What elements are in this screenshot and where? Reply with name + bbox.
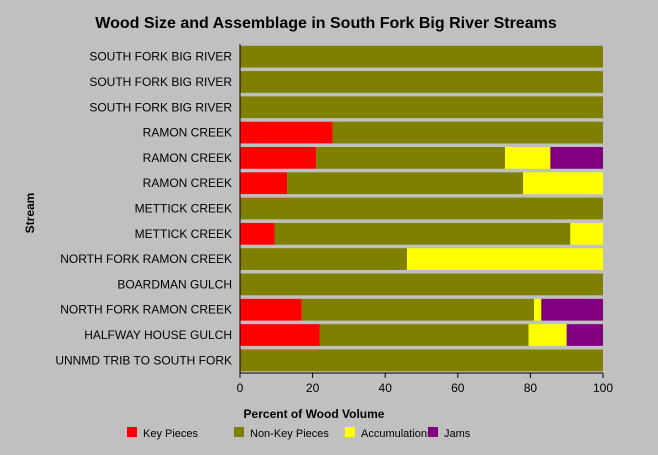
category-label: UNNMD TRIB TO SOUTH FORK	[55, 353, 232, 367]
category-label: HALFWAY HOUSE GULCH	[84, 328, 232, 342]
x-tick-label: 60	[451, 381, 465, 395]
category-label: RAMON CREEK	[143, 151, 232, 165]
category-label: NORTH FORK RAMON CREEK	[60, 252, 232, 266]
bar-non-key-pieces-11	[319, 324, 529, 346]
bar-accumulations-5	[523, 172, 603, 195]
x-tick-label: 20	[306, 381, 320, 395]
bar-key-pieces-5	[240, 172, 288, 195]
legend-swatch-key-pieces	[127, 427, 137, 437]
bar-accumulations-8	[406, 248, 603, 270]
bar-accumulations-11	[528, 324, 567, 346]
legend: Key Pieces Non-Key Pieces Accumulations Jam…	[127, 427, 471, 440]
category-label: SOUTH FORK BIG RIVER	[89, 100, 232, 114]
bar-accumulations-4	[504, 147, 551, 169]
legend-label-accumulations: Accumulations	[361, 428, 433, 440]
bar-key-pieces-11	[240, 324, 320, 346]
category-label: NORTH FORK RAMON CREEK	[60, 303, 232, 317]
legend-swatch-accumulations	[345, 427, 355, 437]
category-label: METTICK CREEK	[135, 227, 232, 241]
bar-non-key-pieces-3	[332, 121, 603, 144]
legend-label-key-pieces: Key Pieces	[143, 428, 199, 440]
x-tick-label: 40	[379, 381, 393, 395]
x-tick-label: 80	[524, 381, 538, 395]
bar-non-key-pieces-0	[240, 45, 603, 68]
bar-key-pieces-3	[240, 121, 333, 144]
bar-non-key-pieces-7	[274, 222, 571, 245]
x-axis-title: Percent of Wood Volume	[244, 407, 385, 421]
y-axis-title: Stream	[23, 193, 37, 234]
bar-non-key-pieces-2	[240, 96, 603, 119]
legend-swatch-non-key-pieces	[234, 427, 244, 437]
bar-non-key-pieces-5	[287, 172, 524, 195]
bar-jams-4	[550, 147, 603, 169]
category-label: RAMON CREEK	[143, 176, 232, 190]
category-label: SOUTH FORK BIG RIVER	[89, 50, 232, 64]
category-label: RAMON CREEK	[143, 126, 232, 140]
category-label: SOUTH FORK BIG RIVER	[89, 75, 232, 89]
category-label: METTICK CREEK	[135, 202, 232, 216]
bar-non-key-pieces-9	[240, 273, 603, 296]
bar-non-key-pieces-6	[240, 197, 603, 220]
legend-label-non-key-pieces: Non-Key Pieces	[250, 428, 329, 440]
bar-non-key-pieces-8	[240, 248, 407, 270]
x-tick-label: 100	[593, 381, 613, 395]
category-label: BOARDMAN GULCH	[117, 277, 232, 291]
bar-jams-11	[566, 324, 603, 346]
chart-title: Wood Size and Assemblage in South Fork B…	[95, 15, 557, 32]
legend-label-jams: Jams	[444, 428, 471, 440]
bar-accumulations-7	[570, 222, 603, 245]
bar-key-pieces-4	[240, 147, 317, 169]
bar-non-key-pieces-1	[240, 71, 603, 93]
bar-key-pieces-10	[240, 298, 302, 321]
bar-jams-10	[541, 298, 603, 321]
bar-accumulations-10	[534, 298, 542, 321]
bar-non-key-pieces-4	[316, 147, 505, 169]
bar-non-key-pieces-12	[240, 349, 603, 372]
bar-key-pieces-7	[240, 222, 275, 245]
x-tick-label: 0	[237, 381, 244, 395]
legend-swatch-jams	[428, 427, 438, 437]
plot-area: SOUTH FORK BIG RIVER SOUTH FORK BIG RIVER…	[55, 44, 613, 395]
bar-non-key-pieces-10	[301, 298, 535, 321]
